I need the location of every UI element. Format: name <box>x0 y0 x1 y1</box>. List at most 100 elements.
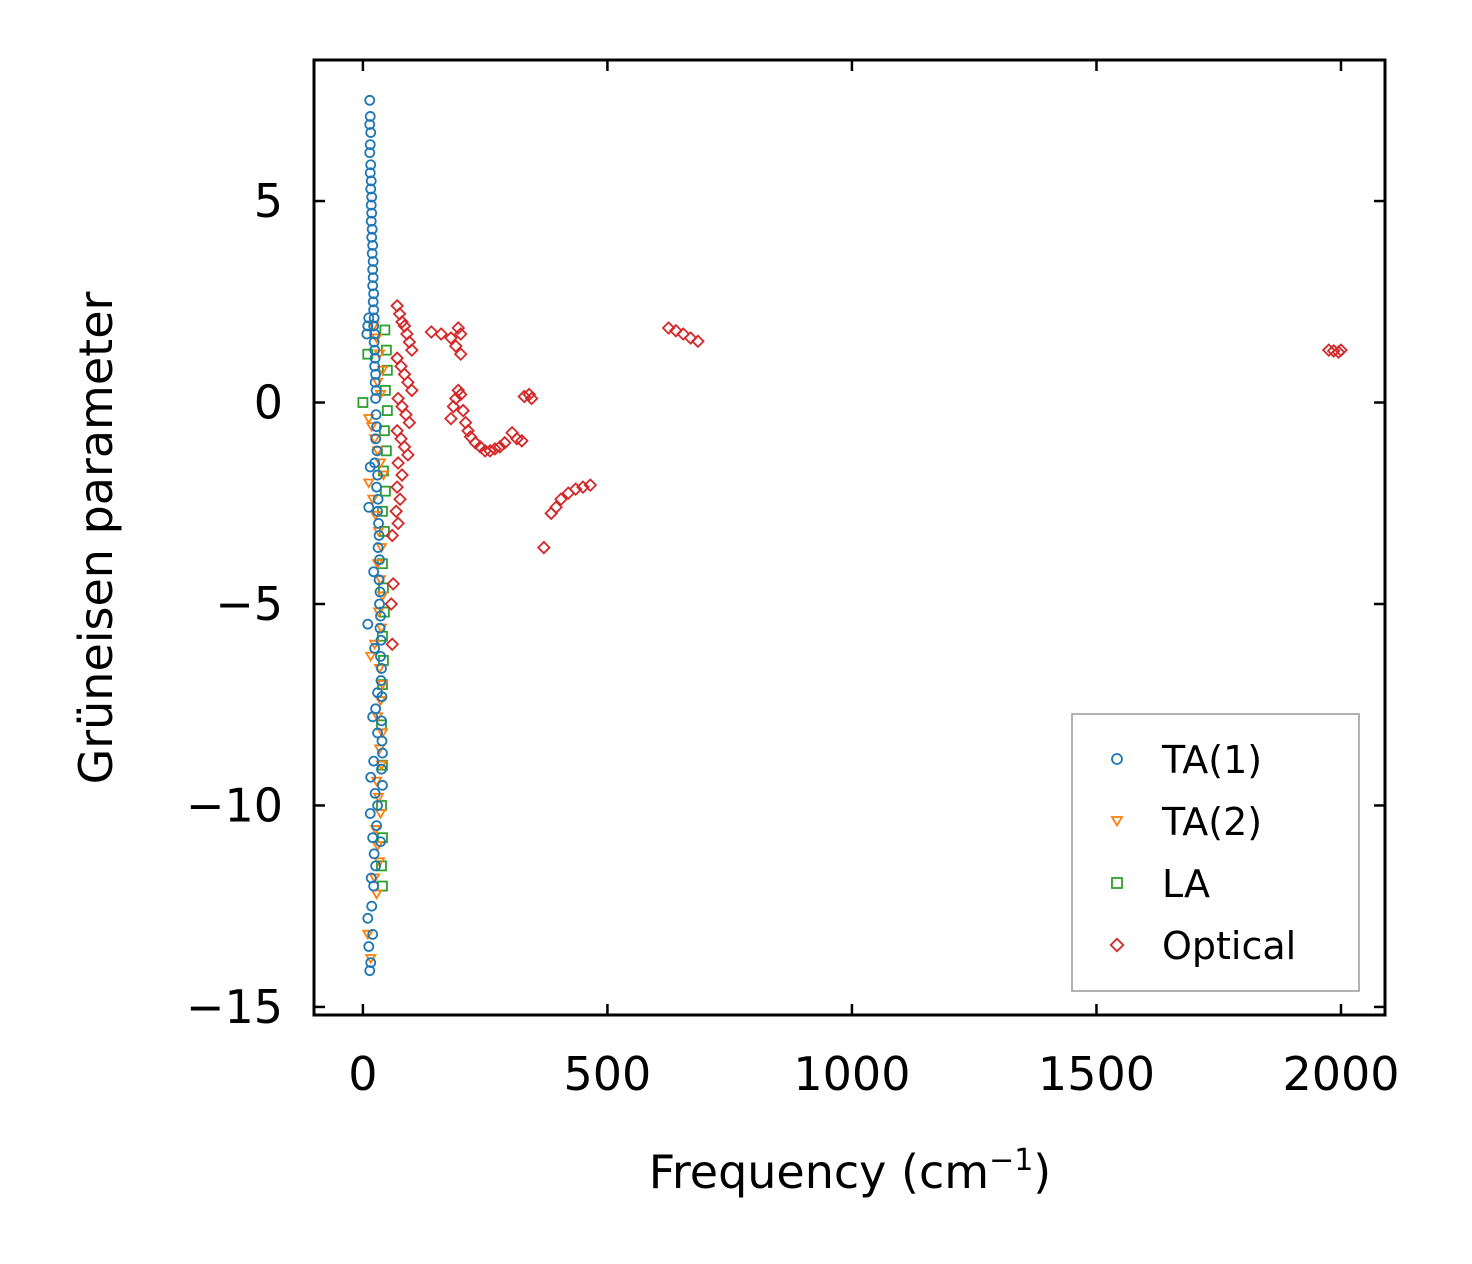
data-point <box>366 223 378 235</box>
data-point <box>549 500 563 515</box>
data-point <box>369 787 381 799</box>
data-point <box>361 929 374 941</box>
data-point <box>391 516 406 531</box>
data-point <box>363 501 375 513</box>
data-point <box>363 312 375 324</box>
data-point <box>404 343 419 358</box>
x-tick-label: 1000 <box>793 1047 910 1101</box>
data-marks <box>357 94 1348 977</box>
data-point <box>372 493 384 505</box>
data-point <box>365 422 378 433</box>
data-point <box>536 540 551 555</box>
data-point <box>453 347 468 362</box>
data-point <box>576 480 590 495</box>
data-point <box>373 530 385 541</box>
data-point <box>367 929 379 940</box>
data-point <box>1321 343 1336 358</box>
data-point <box>364 461 376 473</box>
data-point <box>368 304 380 316</box>
data-point <box>497 435 512 450</box>
data-point <box>402 415 417 430</box>
data-point <box>362 414 375 425</box>
data-point <box>451 321 466 335</box>
data-point <box>385 528 400 543</box>
data-point <box>661 321 676 335</box>
data-point <box>364 808 376 819</box>
data-point <box>362 912 374 924</box>
data-point <box>373 574 385 586</box>
data-point <box>370 409 382 420</box>
data-point <box>444 331 458 345</box>
data-point <box>365 127 377 138</box>
data-point <box>371 421 382 433</box>
data-point <box>369 642 381 654</box>
data-point <box>364 94 376 106</box>
plot-frame <box>312 58 1387 1017</box>
data-point <box>371 445 383 457</box>
data-point <box>376 663 387 674</box>
data-point <box>372 727 383 739</box>
x-tick-label: 2000 <box>1282 1047 1399 1101</box>
legend-item: TA(2) <box>1110 800 1262 844</box>
data-point <box>363 941 375 952</box>
data-point <box>376 715 387 727</box>
data-point <box>357 397 369 408</box>
legend-item: Optical <box>1109 924 1296 968</box>
data-point <box>372 469 383 481</box>
data-point <box>1334 343 1348 358</box>
data-point <box>368 312 380 324</box>
x-axis-label-superscript: −1 <box>989 1143 1033 1178</box>
legend: TA(1) TA(2) LA Optical <box>1071 713 1360 992</box>
data-point <box>369 344 381 356</box>
data-point <box>446 399 461 414</box>
legend-label: Optical <box>1162 924 1296 968</box>
data-point <box>364 139 376 151</box>
legend-marker <box>1111 877 1123 889</box>
data-point <box>377 747 388 759</box>
data-point <box>375 634 387 646</box>
data-point <box>370 393 382 404</box>
data-point <box>367 272 379 283</box>
data-point <box>391 456 406 470</box>
data-point <box>583 478 598 493</box>
data-point <box>404 383 419 398</box>
data-point <box>371 481 382 493</box>
data-point <box>375 675 387 686</box>
data-point <box>370 860 382 872</box>
data-point <box>374 554 385 566</box>
data-point <box>364 147 376 159</box>
data-point <box>456 403 471 418</box>
series-ta-1 <box>361 94 388 977</box>
data-point <box>377 779 388 791</box>
data-point <box>424 325 439 339</box>
data-point <box>364 965 376 977</box>
data-point <box>524 391 539 406</box>
data-point <box>367 239 379 251</box>
data-point <box>362 618 374 630</box>
data-point <box>400 447 415 462</box>
data-point <box>368 336 380 348</box>
data-point <box>461 423 475 438</box>
data-point <box>395 315 409 329</box>
data-point <box>381 405 393 416</box>
legend-box <box>1071 713 1360 992</box>
data-point <box>453 327 468 341</box>
x-tick-label: 0 <box>348 1047 377 1101</box>
series-optical <box>384 298 1348 652</box>
legend-marker <box>1109 937 1125 953</box>
data-point <box>362 478 375 489</box>
data-point <box>375 836 386 848</box>
y-tick-label: 0 <box>254 376 283 430</box>
data-point <box>373 517 384 529</box>
data-point <box>434 327 449 341</box>
data-point <box>372 505 383 517</box>
data-point <box>683 331 698 345</box>
data-point <box>368 755 380 767</box>
data-point <box>367 711 379 723</box>
legend-marker <box>1111 753 1123 765</box>
data-point <box>492 439 507 454</box>
data-point <box>367 296 379 308</box>
data-point <box>393 492 407 507</box>
data-point <box>368 288 380 300</box>
